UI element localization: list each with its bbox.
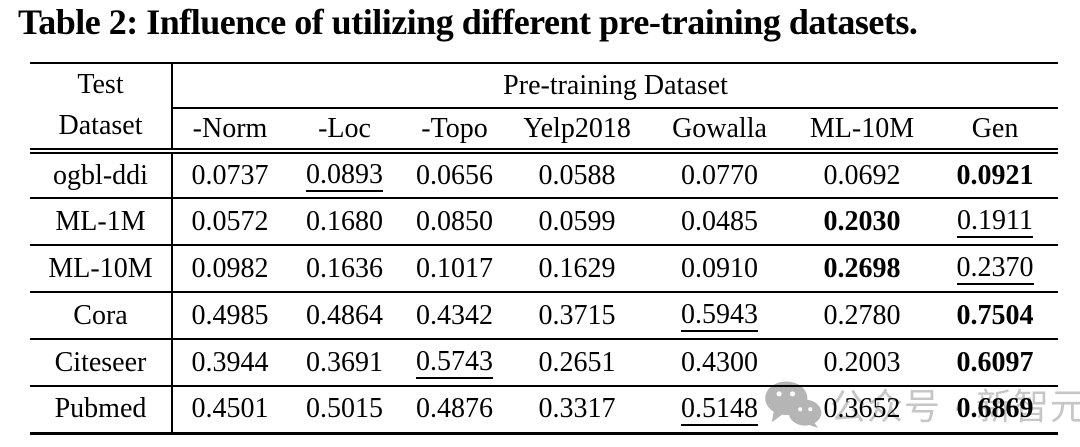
table-cell: 0.4501 <box>172 386 287 435</box>
table-row: ML-10M 0.0982 0.1636 0.1017 0.1629 0.0910 0.26… <box>30 245 1059 293</box>
table-cell: 0.3691 <box>287 339 402 387</box>
table-cell: 0.2698 <box>792 245 932 293</box>
table-cell: 0.2780 <box>792 292 932 340</box>
column-header: -Topo <box>402 108 507 154</box>
row-label: Citeseer <box>30 339 173 387</box>
table-cell: 0.0770 <box>647 151 792 199</box>
table-cell: 0.1636 <box>287 245 402 293</box>
row-header-cell: Test Dataset <box>30 62 173 154</box>
table-cell: 0.3317 <box>507 386 647 435</box>
row-header-line1: Test <box>77 69 124 101</box>
table-cell: 0.2003 <box>792 339 932 387</box>
underlined-value: 0.1911 <box>957 205 1034 239</box>
table-cell: 0.5743 <box>402 339 507 387</box>
table-cell: 0.0599 <box>507 198 647 246</box>
table-cell: 0.4985 <box>172 292 287 340</box>
underlined-value: 0.5148 <box>681 393 758 426</box>
column-header: -Norm <box>172 108 287 154</box>
column-header: Yelp2018 <box>507 108 647 154</box>
row-label: Pubmed <box>30 386 173 435</box>
table-cell: 0.3715 <box>507 292 647 340</box>
table-cell: 0.4876 <box>402 386 507 435</box>
table-row: Cora 0.4985 0.4864 0.4342 0.3715 0.5943 0.2780… <box>30 292 1059 340</box>
table-caption: Table 2: Influence of utilizing differen… <box>18 2 918 42</box>
table-cell: 0.0921 <box>932 151 1059 199</box>
table-cell: 0.6097 <box>932 339 1059 387</box>
table-cell: 0.1911 <box>932 198 1059 246</box>
table-row: ogbl-ddi 0.0737 0.0893 0.0656 0.0588 0.0770 0.… <box>30 151 1059 199</box>
column-header: -Loc <box>287 108 402 154</box>
underlined-value: 0.0893 <box>306 159 383 193</box>
column-header: Gen <box>932 108 1059 154</box>
table-header: Test Dataset Pre-training Dataset -Norm … <box>30 62 1059 154</box>
underlined-value: 0.5943 <box>681 299 758 333</box>
table-cell: 0.1017 <box>402 245 507 293</box>
table-cell: 0.4864 <box>287 292 402 340</box>
table-cell: 0.2370 <box>932 245 1059 293</box>
row-label: Cora <box>30 292 173 340</box>
table-body: ogbl-ddi 0.0737 0.0893 0.0656 0.0588 0.0770 0.… <box>30 151 1059 435</box>
group-header-cell: Pre-training Dataset <box>172 62 1059 109</box>
table-cell: 0.4342 <box>402 292 507 340</box>
table-cell: 0.2651 <box>507 339 647 387</box>
row-label: ogbl-ddi <box>30 151 173 199</box>
table-cell: 0.0910 <box>647 245 792 293</box>
table-cell: 0.0572 <box>172 198 287 246</box>
table-cell: 0.0588 <box>507 151 647 199</box>
column-header: ML-10M <box>792 108 932 154</box>
row-label: ML-10M <box>30 245 173 293</box>
table-cell: 0.3944 <box>172 339 287 387</box>
table-cell: 0.0893 <box>287 151 402 199</box>
table-cell: 0.1680 <box>287 198 402 246</box>
underlined-value: 0.5743 <box>416 346 493 380</box>
table-cell: 0.0850 <box>402 198 507 246</box>
table-cell: 0.2030 <box>792 198 932 246</box>
table-cell: 0.7504 <box>932 292 1059 340</box>
table-cell: 0.5943 <box>647 292 792 340</box>
table-row: Citeseer 0.3944 0.3691 0.5743 0.2651 0.4300 0.… <box>30 339 1059 387</box>
table-cell: 0.1629 <box>507 245 647 293</box>
table-row: ML-1M 0.0572 0.1680 0.0850 0.0599 0.0485 0.203… <box>30 198 1059 246</box>
table-cell: 0.0692 <box>792 151 932 199</box>
table-cell: 0.0737 <box>172 151 287 199</box>
results-table: Test Dataset Pre-training Dataset -Norm … <box>30 62 1059 435</box>
row-header-line2: Dataset <box>58 110 143 141</box>
table-cell: 0.5148 <box>647 386 792 435</box>
table-cell: 0.4300 <box>647 339 792 387</box>
row-label: ML-1M <box>30 198 173 246</box>
table-row: Pubmed 0.4501 0.5015 0.4876 0.3317 0.5148 0.36… <box>30 386 1059 435</box>
table-cell: 0.0656 <box>402 151 507 199</box>
table-cell: 0.0982 <box>172 245 287 293</box>
table-cell: 0.0485 <box>647 198 792 246</box>
column-header: Gowalla <box>647 108 792 154</box>
table-cell: 0.5015 <box>287 386 402 435</box>
underlined-value: 0.2370 <box>956 252 1034 286</box>
table-cell: 0.6869 <box>932 386 1059 435</box>
table-cell: 0.3652 <box>792 386 932 435</box>
